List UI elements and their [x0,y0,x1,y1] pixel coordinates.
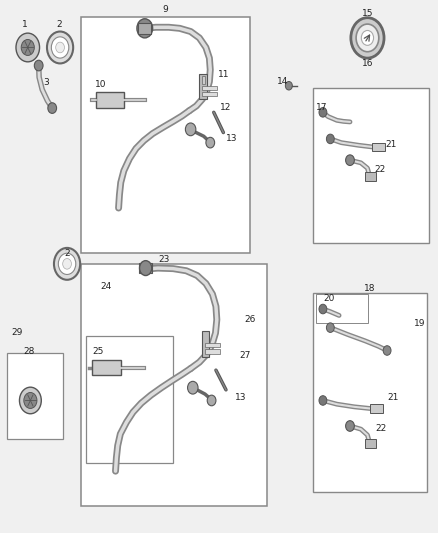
Text: 10: 10 [95,79,106,88]
Bar [316,294,368,324]
Text: 29: 29 [11,328,23,337]
Text: 22: 22 [374,165,385,174]
Bar [202,76,205,84]
Circle shape [207,395,216,406]
Circle shape [51,37,69,58]
Text: 14: 14 [277,77,288,86]
Circle shape [34,60,43,71]
Text: 1: 1 [22,20,28,29]
Bar [365,172,376,181]
Bar [205,350,220,354]
Bar [313,88,428,243]
Circle shape [356,24,379,52]
Text: 28: 28 [23,347,34,356]
Circle shape [54,248,80,280]
Circle shape [24,392,37,408]
Text: 2: 2 [57,20,62,29]
Bar [365,439,376,448]
Circle shape [206,138,215,148]
Circle shape [63,259,71,269]
Circle shape [326,134,334,144]
Bar [92,360,121,375]
Circle shape [48,103,57,114]
Circle shape [47,31,73,63]
Text: 20: 20 [323,294,335,303]
Text: 3: 3 [44,77,49,86]
Text: 11: 11 [218,70,229,78]
Circle shape [19,387,41,414]
Text: 27: 27 [240,351,251,360]
Circle shape [326,323,334,333]
Circle shape [319,304,327,314]
Circle shape [56,42,64,53]
Circle shape [319,108,327,117]
Bar [199,74,207,99]
Text: 13: 13 [226,134,237,143]
Circle shape [346,421,354,431]
Text: 25: 25 [92,347,103,356]
Bar [81,264,267,506]
Bar [313,293,427,492]
Circle shape [21,39,34,55]
Bar [7,353,63,439]
Circle shape [140,261,152,276]
Text: 9: 9 [163,5,169,14]
Text: 16: 16 [362,59,373,68]
Circle shape [58,253,76,274]
Circle shape [346,155,354,165]
Circle shape [351,18,384,58]
Bar [205,343,220,348]
Text: 18: 18 [364,284,375,293]
Text: 15: 15 [362,10,373,19]
Bar [139,263,152,273]
Circle shape [187,381,198,394]
Text: 19: 19 [414,319,426,328]
Bar [201,332,209,357]
Bar [81,17,250,253]
Text: 21: 21 [386,140,397,149]
Text: 26: 26 [244,315,255,324]
Circle shape [319,395,327,405]
Circle shape [137,19,152,38]
Text: 21: 21 [387,393,399,402]
Text: 23: 23 [159,255,170,264]
Bar [202,86,217,90]
Bar [372,143,385,151]
Circle shape [286,82,292,90]
Bar [96,92,124,108]
Bar [370,404,383,413]
Circle shape [16,33,39,62]
Text: 2: 2 [64,249,70,258]
Text: 22: 22 [376,424,387,433]
Bar [202,92,217,96]
Bar [138,23,151,34]
Text: 24: 24 [101,281,112,290]
Text: 13: 13 [235,393,247,402]
Text: 17: 17 [316,102,327,111]
Bar [86,336,173,463]
Circle shape [361,30,374,45]
Text: 12: 12 [220,102,232,111]
Circle shape [185,123,196,136]
Circle shape [383,346,391,356]
